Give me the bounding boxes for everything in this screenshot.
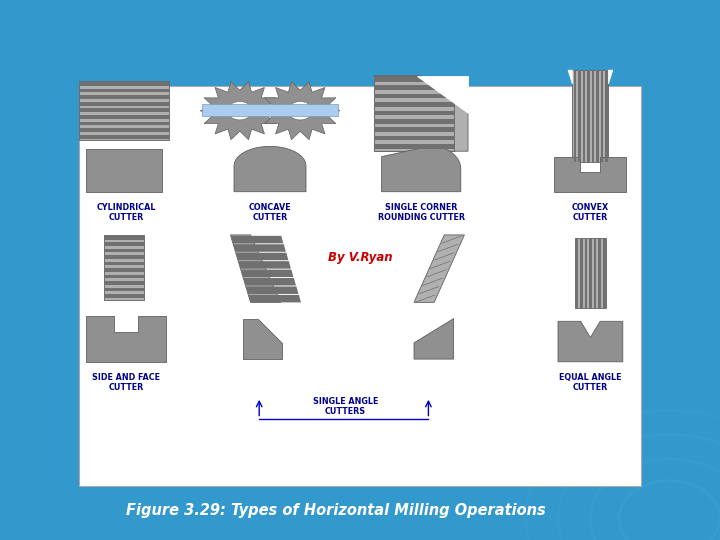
Bar	[374, 102, 454, 107]
Bar	[104, 288, 144, 292]
Bar	[79, 86, 641, 486]
Bar	[79, 81, 169, 140]
Bar	[600, 70, 603, 162]
Bar	[79, 122, 169, 125]
Bar	[79, 109, 169, 112]
Bar	[374, 77, 454, 82]
Bar	[79, 95, 169, 99]
Bar	[574, 70, 576, 162]
Bar	[588, 70, 590, 162]
Bar	[590, 238, 592, 308]
Polygon shape	[426, 269, 448, 277]
Bar	[202, 104, 338, 116]
Bar	[578, 70, 581, 162]
Polygon shape	[248, 295, 301, 302]
Bar	[374, 76, 454, 151]
Text: Figure 3.29: Types of Horizontal Milling Operations: Figure 3.29: Types of Horizontal Milling…	[126, 503, 546, 518]
Bar	[606, 70, 608, 162]
Polygon shape	[246, 286, 299, 294]
Polygon shape	[414, 319, 454, 359]
Bar	[594, 238, 596, 308]
Polygon shape	[241, 269, 294, 277]
Polygon shape	[238, 261, 291, 269]
Bar	[79, 128, 169, 132]
Bar	[104, 235, 144, 300]
Text: EQUAL ANGLE
CUTTER: EQUAL ANGLE CUTTER	[559, 373, 621, 392]
Polygon shape	[441, 236, 463, 244]
Bar	[374, 85, 454, 90]
Text: SINGLE ANGLE
CUTTERS: SINGLE ANGLE CUTTERS	[313, 397, 378, 416]
Bar	[592, 70, 594, 162]
Text: CYLINDRICAL
CUTTER: CYLINDRICAL CUTTER	[96, 202, 156, 222]
Bar	[104, 262, 144, 266]
Bar	[79, 115, 169, 119]
Polygon shape	[231, 236, 284, 244]
Bar	[374, 111, 454, 115]
Bar	[582, 70, 585, 162]
Bar	[79, 82, 169, 86]
Polygon shape	[433, 253, 455, 260]
Polygon shape	[243, 319, 282, 359]
Polygon shape	[243, 278, 296, 286]
Polygon shape	[421, 278, 444, 286]
Polygon shape	[234, 146, 306, 192]
Polygon shape	[429, 261, 451, 269]
Bar	[374, 127, 454, 132]
Bar	[104, 236, 144, 240]
Polygon shape	[608, 70, 613, 84]
Bar	[374, 94, 454, 98]
Polygon shape	[436, 244, 459, 252]
Bar	[104, 242, 144, 246]
Polygon shape	[414, 235, 464, 302]
Text: SINGLE CORNER
ROUNDING CUTTER: SINGLE CORNER ROUNDING CUTTER	[378, 202, 464, 222]
Polygon shape	[86, 316, 166, 362]
Bar	[104, 268, 144, 272]
Text: CONCAVE
CUTTER: CONCAVE CUTTER	[248, 202, 292, 222]
Polygon shape	[418, 286, 440, 294]
Text: CONVEX
CUTTER: CONVEX CUTTER	[572, 202, 609, 222]
Bar	[572, 70, 608, 162]
Bar	[603, 238, 606, 308]
Polygon shape	[382, 146, 461, 192]
Bar	[374, 144, 454, 149]
Bar	[580, 238, 583, 308]
Polygon shape	[568, 70, 572, 84]
Bar	[79, 102, 169, 105]
Bar	[598, 238, 601, 308]
Polygon shape	[233, 244, 286, 252]
Bar	[585, 238, 588, 308]
Bar	[575, 238, 606, 308]
Polygon shape	[200, 82, 279, 140]
Bar	[104, 249, 144, 253]
Bar	[104, 275, 144, 279]
Polygon shape	[374, 76, 468, 151]
Bar	[86, 148, 162, 192]
Bar	[104, 281, 144, 285]
Polygon shape	[261, 82, 340, 140]
Bar	[79, 89, 169, 92]
Polygon shape	[554, 157, 626, 192]
Bar	[576, 238, 578, 308]
Polygon shape	[236, 253, 288, 260]
Polygon shape	[416, 76, 468, 113]
Circle shape	[288, 102, 312, 120]
Bar	[374, 119, 454, 124]
Bar	[104, 294, 144, 298]
Bar	[79, 135, 169, 139]
Bar	[374, 136, 454, 140]
Polygon shape	[558, 321, 623, 362]
Bar	[596, 70, 599, 162]
Bar	[104, 255, 144, 259]
Text: SIDE AND FACE
CUTTER: SIDE AND FACE CUTTER	[92, 373, 160, 392]
Text: By V.Ryan: By V.Ryan	[328, 251, 392, 264]
Polygon shape	[230, 235, 281, 302]
Circle shape	[228, 102, 252, 120]
Polygon shape	[414, 295, 436, 302]
